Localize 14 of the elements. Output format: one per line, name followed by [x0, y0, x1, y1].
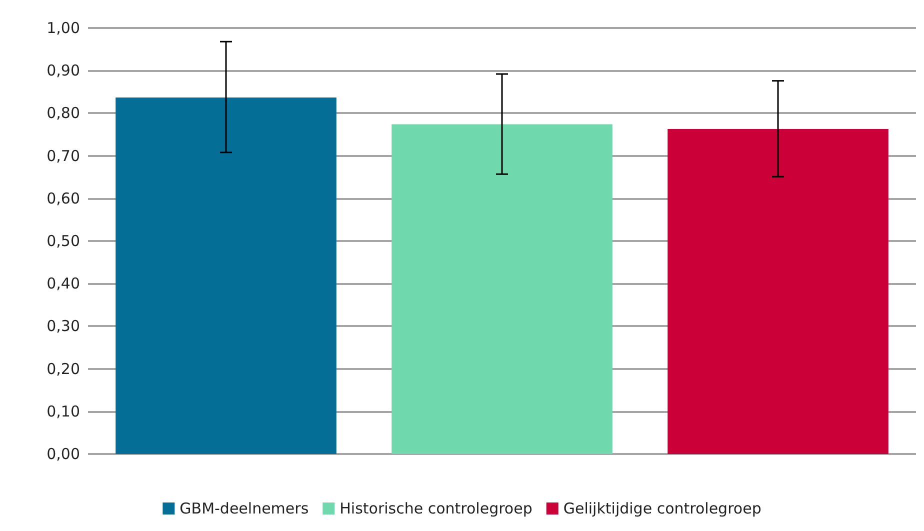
- legend-label: GBM-deelnemers: [180, 500, 309, 518]
- y-tick-label: 0,70: [46, 146, 80, 165]
- y-tick-label: 0,20: [46, 360, 80, 378]
- y-tick-label: 0,30: [46, 317, 80, 336]
- y-tick-label: 0,00: [46, 445, 80, 463]
- y-tick-label: 0,80: [46, 104, 80, 122]
- y-tick-label: 0,60: [46, 189, 80, 208]
- y-tick-label: 0,50: [46, 232, 80, 250]
- y-tick-label: 0,90: [46, 62, 80, 80]
- legend-label: Gelijktijdige controlegroep: [563, 500, 762, 518]
- legend-label: Historische controlegroep: [340, 500, 532, 518]
- y-tick-label: 0,10: [46, 402, 80, 420]
- y-tick-label: 0,40: [46, 274, 80, 293]
- y-tick-label: 1,00: [46, 19, 80, 37]
